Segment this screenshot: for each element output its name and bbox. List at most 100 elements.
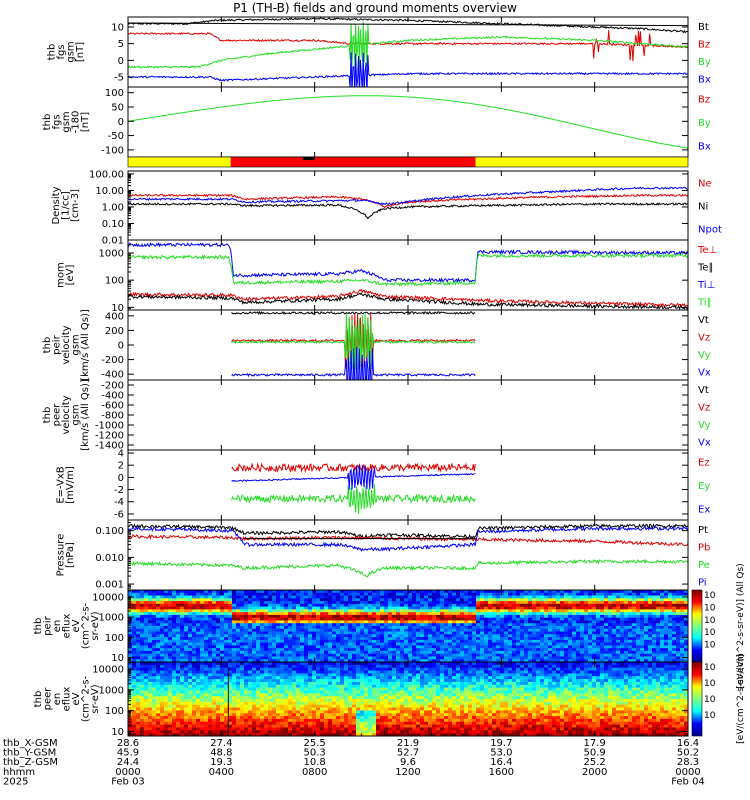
spectrogram-cell xyxy=(372,601,377,605)
spectrogram-cell xyxy=(336,606,341,610)
spectrogram-cell xyxy=(336,628,341,633)
spectrogram-cell xyxy=(140,699,145,703)
spectrogram-cell xyxy=(628,659,633,662)
spectrogram-cell xyxy=(160,628,165,633)
spectrogram-cell xyxy=(220,609,225,613)
spectrogram-cell xyxy=(236,670,241,674)
spectrogram-cell xyxy=(612,656,617,660)
spectrogram-cell xyxy=(132,724,137,729)
spectrogram-cell xyxy=(516,623,521,627)
spectrogram-cell xyxy=(128,684,133,689)
spectrogram-cell xyxy=(504,639,509,644)
spectrogram-cell xyxy=(220,656,225,660)
spectrogram-cell xyxy=(368,645,373,649)
spectrogram-cell xyxy=(212,650,217,655)
spectrogram-cell xyxy=(468,659,473,662)
spectrogram-cell xyxy=(252,628,257,633)
spectrogram-cell xyxy=(584,623,589,627)
spectrogram-cell xyxy=(192,650,197,655)
spectrogram-cell xyxy=(280,684,285,689)
spectrogram-cell xyxy=(140,696,145,700)
spectrogram-cell xyxy=(524,650,529,655)
spectrogram-cell xyxy=(176,617,181,622)
spectrogram-cell xyxy=(408,609,413,613)
spectrogram-cell xyxy=(160,690,165,694)
spectrogram-cell xyxy=(156,637,161,641)
spectrogram-cell xyxy=(136,684,141,689)
spectrogram-cell xyxy=(632,637,637,641)
spectrogram-cell xyxy=(404,620,409,624)
spectrogram-cell xyxy=(416,634,421,638)
spectrogram-cell xyxy=(652,656,657,660)
spectrogram-cell xyxy=(464,598,469,602)
spectrogram-cell xyxy=(544,639,549,644)
spectrogram-cell xyxy=(220,653,225,658)
spectrogram-cell xyxy=(380,606,385,610)
spectrogram-cell xyxy=(436,656,441,660)
spectrogram-cell xyxy=(184,707,189,711)
spectrogram-cell xyxy=(460,612,465,616)
spectrogram-cell xyxy=(168,673,173,677)
spectrogram-cell xyxy=(296,612,301,616)
spectrogram-cell xyxy=(388,645,393,649)
spectrogram-cell xyxy=(180,724,185,729)
spectrogram-cell xyxy=(196,639,201,644)
spectrogram-cell xyxy=(208,707,213,711)
spectrogram-cell xyxy=(384,620,389,624)
spectrogram-cell xyxy=(152,603,157,608)
spectrogram-cell xyxy=(272,710,277,714)
spectrogram-cell xyxy=(188,612,193,616)
spectrogram-cell xyxy=(432,659,437,662)
spectrogram-cell xyxy=(168,727,173,731)
spectrogram-cell xyxy=(432,598,437,602)
spectrogram-cell xyxy=(524,648,529,652)
spectrogram-cell xyxy=(592,595,597,599)
spectrogram-cell xyxy=(176,718,181,723)
spectrogram-cell xyxy=(392,617,397,622)
spectrogram-cell xyxy=(200,716,205,720)
spectrogram-cell xyxy=(396,637,401,641)
spectrogram-cell xyxy=(388,626,393,630)
spectrogram-cell xyxy=(396,631,401,635)
spectrogram-cell xyxy=(200,704,205,709)
spectrogram-cell xyxy=(516,606,521,610)
spectrogram-cell xyxy=(156,673,161,677)
spectrogram-cell xyxy=(504,648,509,652)
spectrogram-cell xyxy=(168,707,173,711)
spectrogram-cell xyxy=(396,620,401,624)
spectrogram-cell xyxy=(348,609,353,613)
y-tick-label: -5 xyxy=(114,73,124,84)
spectrogram-cell xyxy=(220,620,225,624)
spectrogram-cell xyxy=(548,645,553,649)
spectrogram-cell xyxy=(268,670,273,674)
y-tick-label: -200 xyxy=(101,381,124,392)
spectrogram-cell xyxy=(140,631,145,635)
spectrogram-cell xyxy=(132,699,137,703)
spectrogram-cell xyxy=(480,645,485,649)
spectrogram-cell xyxy=(248,721,253,726)
spectrogram-cell xyxy=(628,656,633,660)
spectrogram-cell xyxy=(404,595,409,599)
spectrogram-cell xyxy=(204,676,209,680)
spectrogram-cell xyxy=(384,659,389,662)
spectrogram-cell xyxy=(216,645,221,649)
spectrogram-cell xyxy=(332,656,337,660)
spectrogram-cell xyxy=(364,626,369,630)
spectrogram-cell xyxy=(648,648,653,652)
spectrogram-cell xyxy=(684,598,688,602)
spectrogram-cell xyxy=(244,614,249,619)
spectrogram-cell xyxy=(332,637,337,641)
y-tick-label: 0 xyxy=(118,56,124,67)
spectrogram-cell xyxy=(308,631,313,635)
spectrogram-cell xyxy=(340,637,345,641)
spectrogram-cell xyxy=(148,716,153,720)
spectrogram-cell xyxy=(140,707,145,711)
spectrogram-cell xyxy=(468,623,473,627)
spectrogram-cell xyxy=(164,598,169,602)
spectrogram-cell xyxy=(128,650,133,655)
spectrogram-cell xyxy=(140,713,145,717)
spectrogram-cell xyxy=(332,645,337,649)
spectrogram-cell xyxy=(356,606,361,610)
spectrogram-cell xyxy=(292,623,297,627)
spectrogram-cell xyxy=(616,614,621,619)
